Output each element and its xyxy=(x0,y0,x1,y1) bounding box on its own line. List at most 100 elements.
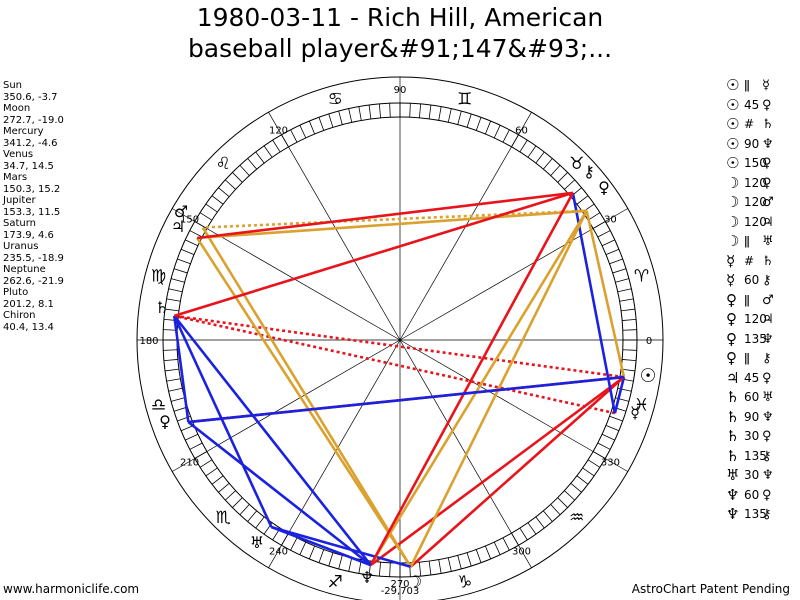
aspect-symbol: 135 xyxy=(744,448,767,463)
degree-tick xyxy=(272,139,281,153)
aspect-line xyxy=(196,237,412,568)
aspect-symbol: 30 xyxy=(744,468,760,482)
aspect-planet-1: ♄ xyxy=(726,427,740,445)
degree-tick xyxy=(348,557,353,572)
aspect-line xyxy=(369,192,575,566)
aspect-planet-1: ♄ xyxy=(726,388,740,406)
zodiac-sign-glyph: ♉ xyxy=(569,154,584,174)
aspect-planet-2: ⚷ xyxy=(762,448,772,464)
planet-values-mars: 150.3, 15.2 xyxy=(3,183,61,195)
aspect-line xyxy=(613,376,626,414)
degree-label: 30 xyxy=(604,215,617,226)
degree-tick xyxy=(419,103,422,118)
aspect-line xyxy=(571,192,617,414)
aspect-planet-1: ☉ xyxy=(726,115,740,133)
aspect-symbol: 90 xyxy=(744,409,760,424)
aspect-planet-1: ♆ xyxy=(726,505,740,523)
aspect-row: ♄ 90 ♆ xyxy=(726,408,780,428)
planet-name-neptune: Neptune xyxy=(3,264,46,275)
degree-tick xyxy=(493,125,501,139)
aspect-planet-2: ♆ xyxy=(762,409,774,425)
mercury-glyph: ☿ xyxy=(630,403,640,422)
aspect-symbol: 120 xyxy=(744,195,767,209)
aspect-symbol: 150 xyxy=(744,156,767,170)
degree-tick xyxy=(166,378,181,382)
degree-tick xyxy=(527,145,537,158)
degree-tick xyxy=(564,179,576,190)
aspect-planet-1: ☽ xyxy=(726,173,740,192)
degree-label: 0 xyxy=(646,336,652,347)
degree-tick xyxy=(328,552,334,567)
aspect-planet-2: ♄ xyxy=(762,117,774,132)
spoke-line xyxy=(268,339,401,568)
degree-tick xyxy=(457,555,462,570)
aspect-planet-2: ♀ xyxy=(762,156,772,171)
aspect-row: ☽ 120 ♀ xyxy=(726,174,780,194)
aspect-row: ♀ ǁ ♂ xyxy=(726,291,780,311)
planet-values-moon: 272.7, -19.0 xyxy=(3,114,64,126)
neptune-coordinate-label: -29,703 xyxy=(381,586,420,597)
aspect-row: ♅ 30 ♆ xyxy=(726,466,780,486)
aspect-symbol: ǁ xyxy=(744,292,750,307)
degree-tick xyxy=(255,151,265,164)
zodiac-sign-glyph: ♍ xyxy=(151,266,166,286)
aspect-planet-2: ♅ xyxy=(762,234,774,249)
aspect-planet-2: ⚷ xyxy=(762,351,772,366)
aspect-row: ♆ 60 ♀ xyxy=(726,486,780,506)
planet-name-venus: Venus xyxy=(3,149,34,160)
degree-tick xyxy=(378,103,381,118)
degree-tick xyxy=(409,103,411,118)
degree-tick xyxy=(185,239,199,247)
aspect-planet-1: ☉ xyxy=(726,154,740,172)
degree-tick xyxy=(622,318,637,321)
aspect-row: ☉ 90 ♆ xyxy=(726,135,780,155)
degree-tick xyxy=(576,195,589,205)
aspect-symbol: 60 xyxy=(744,273,760,287)
degree-tick xyxy=(368,104,372,119)
degree-tick xyxy=(163,349,178,351)
aspect-row: ☉ 45 ♀ xyxy=(726,96,780,116)
aspect-planet-2: ♀ xyxy=(762,429,772,444)
planet-values-saturn: 173.9, 4.6 xyxy=(3,229,54,241)
degree-tick xyxy=(239,164,250,176)
degree-tick xyxy=(290,129,298,143)
degree-tick xyxy=(224,490,236,501)
spoke-line xyxy=(399,339,628,472)
degree-label: 120 xyxy=(269,126,288,137)
degree-tick xyxy=(597,230,611,238)
planet-values-venus: 34.7, 14.5 xyxy=(3,160,54,172)
aspect-symbol: # xyxy=(744,117,755,131)
degree-tick xyxy=(605,424,620,432)
planet-values-sun: 350.6, -3.7 xyxy=(3,91,58,103)
planet-values-uranus: 235.5, -18.9 xyxy=(3,252,64,264)
aspect-planet-2: ♃ xyxy=(762,312,774,327)
degree-tick xyxy=(617,288,632,293)
uranus-glyph: ♅ xyxy=(250,533,264,552)
degree-tick xyxy=(338,110,343,125)
aspect-line xyxy=(369,376,625,567)
degree-tick xyxy=(348,108,353,123)
aspect-symbol: 60 xyxy=(744,487,760,502)
aspect-planet-1: ☿ xyxy=(726,271,736,289)
degree-tick xyxy=(166,298,181,302)
aspect-line xyxy=(173,315,372,566)
degree-tick xyxy=(519,139,528,153)
degree-label: 60 xyxy=(515,126,528,137)
planet-positions-list: Sun 350.6, -3.7 Moon 272.7, -19.0 Mercury 341… xyxy=(3,80,64,333)
aspect-planet-2: ♀ xyxy=(762,487,772,503)
planet-name-saturn: Saturn xyxy=(3,218,37,229)
degree-tick xyxy=(484,545,492,560)
degree-tick xyxy=(622,329,637,331)
aspect-symbol: 135 xyxy=(744,331,767,346)
degree-tick xyxy=(475,117,482,131)
aspect-symbol: 60 xyxy=(744,390,760,404)
aspect-line xyxy=(201,226,412,568)
aspect-planet-1: ♀ xyxy=(726,290,737,309)
degree-tick xyxy=(224,179,236,190)
zodiac-sign-glyph: ♈ xyxy=(634,266,649,286)
aspect-row: ☉ 150 ♀ xyxy=(726,154,780,174)
zodiac-sign-glyph: ♋ xyxy=(328,90,343,110)
degree-tick xyxy=(428,104,432,119)
footer-website[interactable]: www.harmoniclife.com xyxy=(3,582,140,596)
planet-name-sun: Sun xyxy=(3,80,23,91)
